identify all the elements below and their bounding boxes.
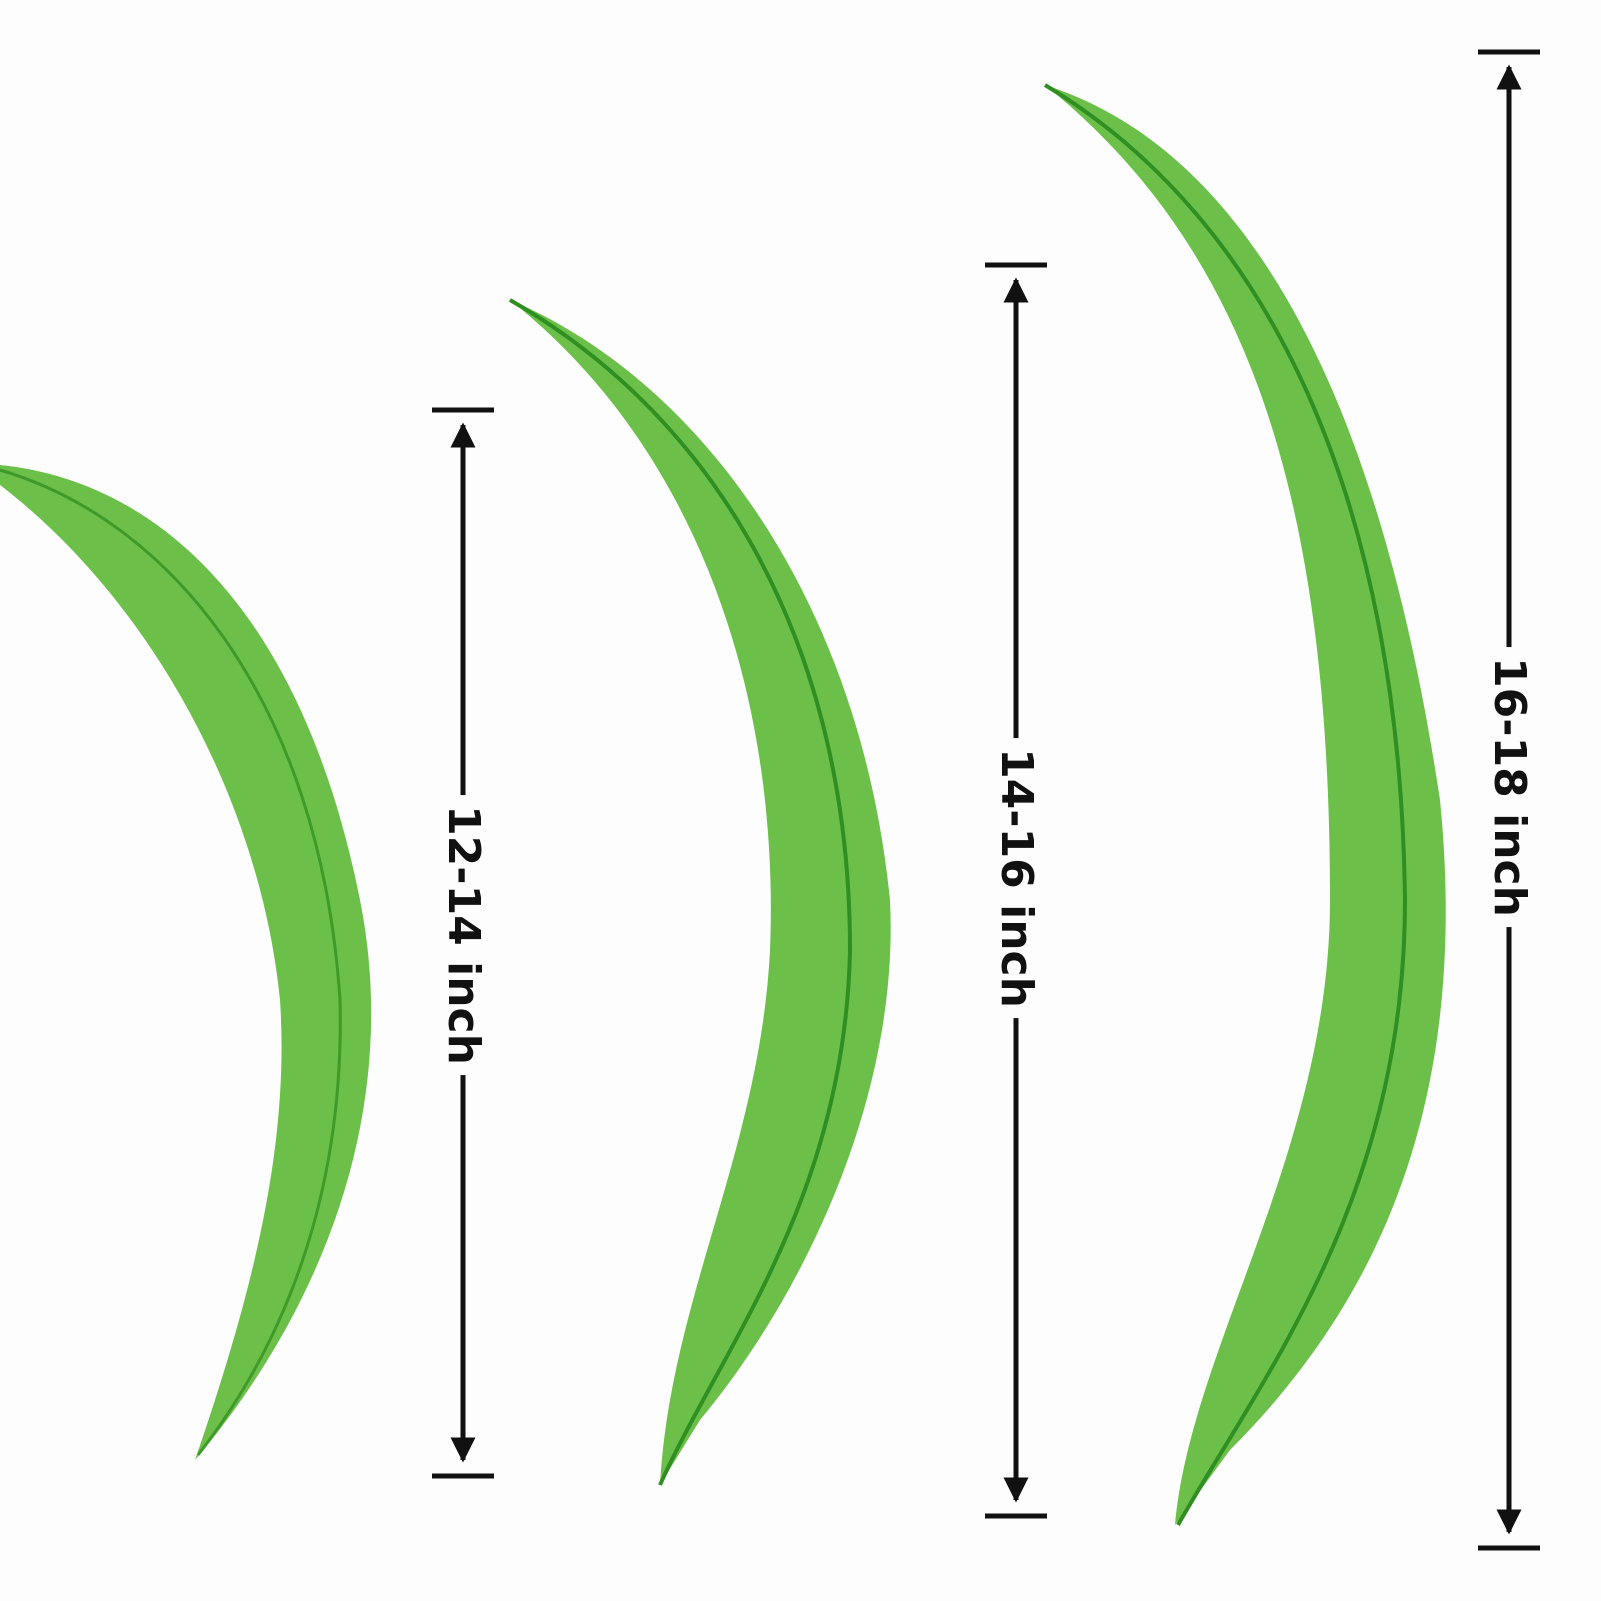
length-label-medium: 14-16 inch	[991, 738, 1042, 1018]
feather-medium	[509, 298, 891, 1486]
length-label-large: 16-18 inch	[1484, 647, 1535, 927]
length-label-small: 12-14 inch	[438, 795, 489, 1075]
feather-small	[0, 465, 372, 1460]
feather-large	[1043, 83, 1446, 1526]
